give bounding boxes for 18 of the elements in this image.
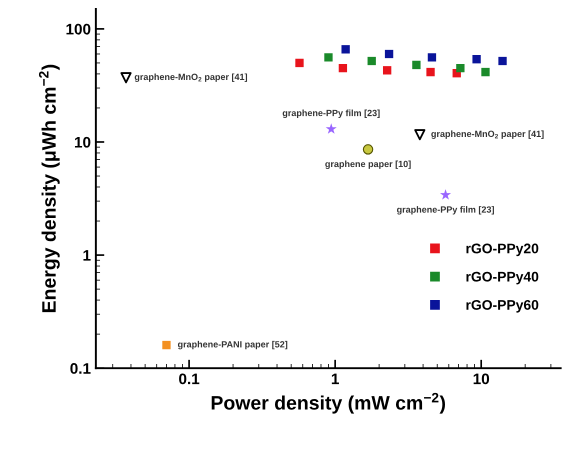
y-tick-label: 0.1 — [70, 363, 91, 374]
annotation: graphene-PANI paper [52] — [178, 340, 288, 350]
legend-label: rGO-PPy60 — [466, 300, 538, 313]
annotation: graphene paper [10] — [325, 160, 411, 169]
x-tick-label: 10 — [474, 373, 490, 384]
y-tick-label: 1 — [83, 250, 91, 261]
y-axis-title: Energy density (μWh cm$^{−2}$) — [38, 64, 60, 312]
x-axis-title: Power density (mW cm$^{−2}$) — [212, 392, 446, 414]
annotation: graphene-PPy film [23] — [282, 110, 380, 118]
y-tick-label: 10 — [74, 136, 90, 148]
x-tick-label: 1 — [332, 374, 339, 384]
y-tick-label: 100 — [66, 24, 90, 35]
annotation: graphene-PPy film [23] — [397, 206, 494, 215]
x-tick-label: 0.1 — [179, 373, 200, 384]
legend-label: rGO-PPy20 — [466, 244, 538, 256]
annotation: graphene-MnO$_{2}$ paper [41] — [431, 130, 544, 139]
annotation: graphene-MnO$_{2}$ paper [41] — [134, 73, 248, 82]
legend-label: rGO-PPy40 — [466, 272, 538, 284]
